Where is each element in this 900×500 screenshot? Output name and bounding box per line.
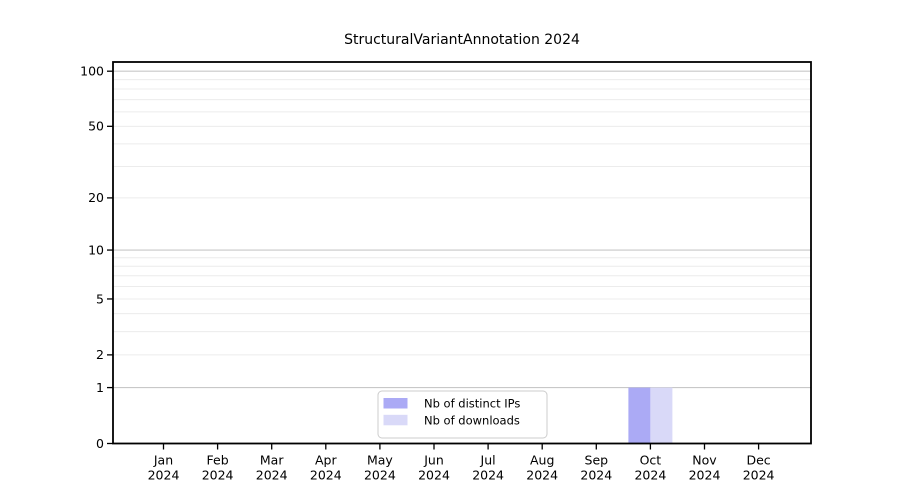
y-tick-label: 0 <box>96 436 104 451</box>
y-tick-label: 2 <box>96 347 104 362</box>
legend-swatch <box>383 414 408 426</box>
legend-label: Nb of downloads <box>424 413 520 427</box>
x-tick-label-year: 2024 <box>472 468 504 483</box>
legend-box <box>377 390 548 439</box>
y-tick-label: 50 <box>88 119 104 134</box>
y-tick-label: 10 <box>88 242 104 257</box>
x-tick-label-year: 2024 <box>580 468 612 483</box>
x-tick-label-month: May <box>367 453 393 468</box>
x-tick-label-year: 2024 <box>526 468 558 483</box>
x-tick-label-year: 2024 <box>256 468 288 483</box>
legend-swatch <box>383 398 408 409</box>
x-tick-label-month: Nov <box>692 453 717 468</box>
x-tick-label-year: 2024 <box>418 468 450 483</box>
x-tick-label-month: Jan <box>153 453 173 468</box>
y-tick-label: 100 <box>80 63 104 78</box>
legend-label: Nb of distinct IPs <box>424 397 520 411</box>
x-tick-label-month: Mar <box>260 453 284 468</box>
y-tick-label: 5 <box>96 291 104 306</box>
y-tick-label: 20 <box>88 190 104 205</box>
bar-downloads <box>650 387 673 444</box>
chart-title: StructuralVariantAnnotation 2024 <box>344 32 580 48</box>
x-tick-label-year: 2024 <box>148 468 180 483</box>
x-tick-label-year: 2024 <box>202 468 234 483</box>
x-tick-label-month: Oct <box>640 453 662 468</box>
x-tick-label-year: 2024 <box>364 468 396 483</box>
x-tick-label-month: Sep <box>585 453 609 468</box>
x-tick-label-year: 2024 <box>743 468 775 483</box>
x-tick-label-year: 2024 <box>310 468 342 483</box>
y-tick-label: 1 <box>96 380 104 395</box>
x-tick-label-month: Feb <box>207 453 229 468</box>
x-tick-label-year: 2024 <box>634 468 666 483</box>
x-tick-label-month: Apr <box>315 453 337 468</box>
x-tick-label-month: Aug <box>530 453 554 468</box>
x-tick-label-month: Jul <box>480 453 496 468</box>
plot-border <box>112 61 812 445</box>
x-tick-label-month: Jun <box>423 453 444 468</box>
x-tick-label-month: Dec <box>746 453 770 468</box>
bar-distinct-ips <box>628 387 651 444</box>
x-tick-label-year: 2024 <box>689 468 721 483</box>
